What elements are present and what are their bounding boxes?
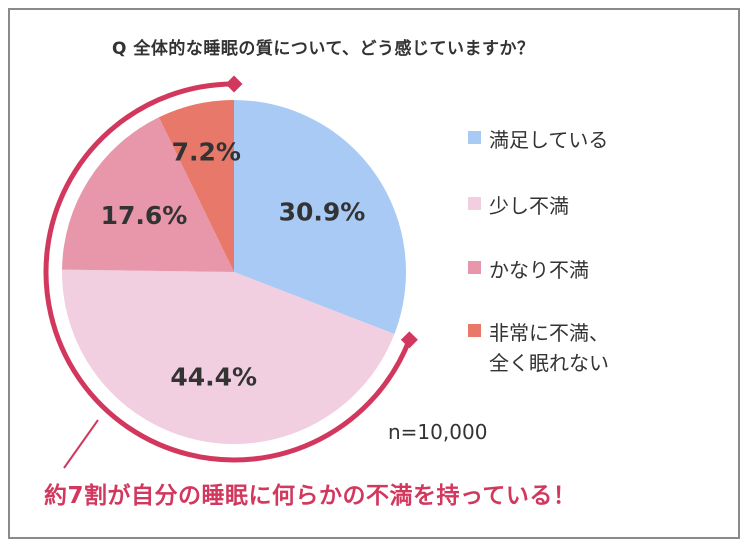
slice-label-slightly-dissatisfied: 44.4% bbox=[170, 363, 257, 392]
arc-start-marker bbox=[225, 75, 243, 93]
legend-swatch bbox=[468, 324, 481, 337]
slice-slightly-dissatisfied bbox=[62, 269, 395, 445]
legend-swatch bbox=[468, 197, 481, 210]
legend-label: 満足している bbox=[489, 128, 609, 152]
annotation-arc bbox=[43, 81, 412, 463]
legend-label: 少し不満 bbox=[489, 194, 569, 218]
legend-label: かなり不満 bbox=[489, 258, 589, 282]
slice-satisfied bbox=[234, 100, 407, 334]
slice-quite-dissatisfied bbox=[62, 117, 234, 273]
legend-label: 非常に不満、 全く眠れない bbox=[489, 321, 609, 375]
legend-swatch bbox=[468, 261, 481, 274]
chart-title: Q 全体的な睡眠の質について、どう感じていますか？ bbox=[112, 39, 535, 59]
legend-item-slightly-dissatisfied: 少し不満 bbox=[468, 191, 569, 221]
callout-text: 約7割が自分の睡眠に何らかの不満を持っている！ bbox=[44, 483, 577, 509]
callout-leader-line bbox=[63, 419, 99, 469]
slice-label-quite-dissatisfied: 17.6% bbox=[101, 201, 188, 230]
sample-size: n=10,000 bbox=[388, 420, 488, 444]
legend-item-quite-dissatisfied: かなり不満 bbox=[468, 255, 589, 285]
legend-item-very-dissatisfied: 非常に不満、 全く眠れない bbox=[468, 318, 609, 378]
slice-label-satisfied: 30.9% bbox=[279, 198, 366, 227]
slice-label-very-dissatisfied: 7.2% bbox=[172, 137, 241, 166]
slice-very-dissatisfied bbox=[158, 100, 234, 272]
legend-item-satisfied: 満足している bbox=[468, 125, 608, 155]
legend-swatch bbox=[468, 131, 481, 144]
arc-end-marker bbox=[400, 331, 418, 349]
